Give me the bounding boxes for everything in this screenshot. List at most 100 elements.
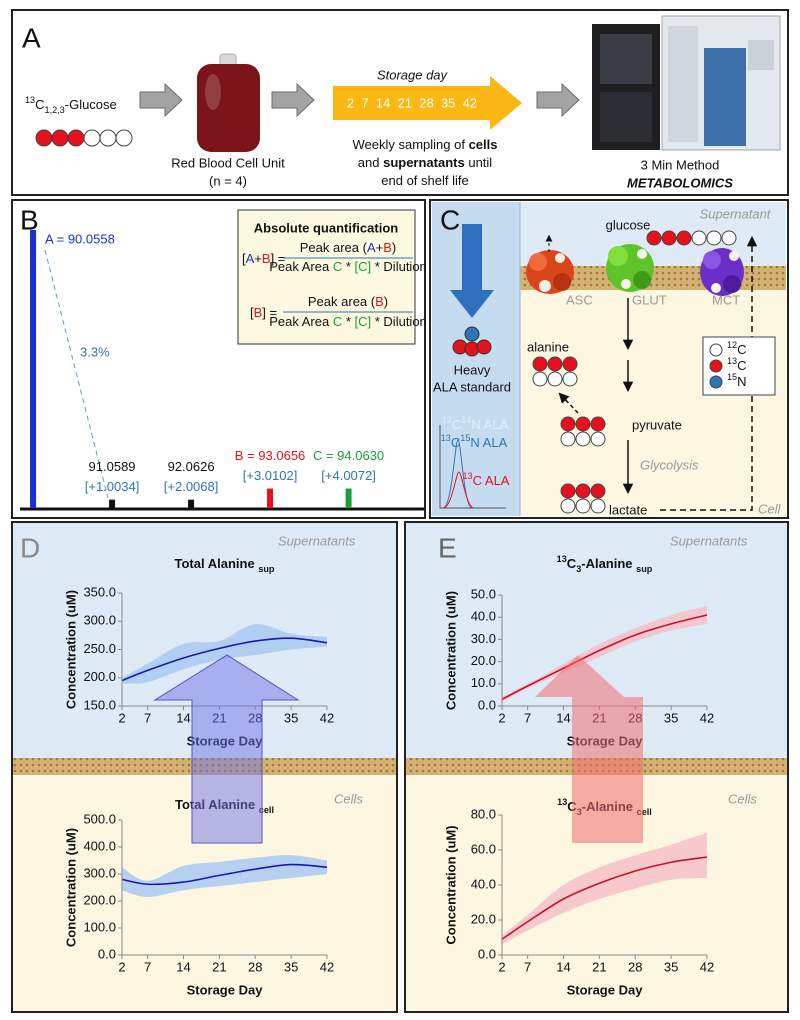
carbon-chain — [35, 129, 133, 147]
transport-arrow — [535, 655, 624, 697]
metabolite-label: alanine — [527, 339, 569, 354]
text-run: -Glucose — [65, 97, 117, 112]
glucose-chain — [646, 230, 737, 246]
text-run: N ALA — [471, 417, 508, 432]
x-tick-label: 42 — [700, 710, 714, 725]
peak — [109, 499, 116, 508]
mean-line — [121, 637, 328, 682]
method: 3 Min Method — [641, 157, 720, 172]
panel-c: C Heavy ALA standard 12C14N ALA 13C15N A… — [429, 199, 789, 519]
panels-de: D Supernatants Cells E Supernatants Cell… — [11, 521, 789, 1013]
text-run: ) — [384, 294, 388, 309]
x-tick-label: 21 — [592, 959, 606, 974]
y-tick-label: 300.0 — [83, 865, 116, 880]
legend-swatch — [709, 375, 723, 389]
text-run: 12 — [442, 415, 452, 425]
panel-label: E — [438, 532, 457, 563]
transport-arrows — [153, 654, 643, 844]
text-run: * Dilution — [371, 259, 427, 274]
y-axis-label: Concentration (uM) — [63, 590, 78, 709]
panel-frame — [429, 199, 789, 519]
x-tick-label: 14 — [176, 710, 190, 725]
asc-transporter — [526, 250, 574, 294]
text-run: 15 — [727, 372, 737, 382]
mass-shift-label: [+1.0034] — [85, 479, 140, 494]
text-run: cell — [637, 807, 652, 817]
text-run: [C] — [355, 259, 372, 274]
legend-label: 12C — [727, 340, 747, 357]
sample-count: (n = 4) — [209, 173, 247, 188]
text-run: C — [567, 556, 577, 571]
x-tick-label: 35 — [284, 959, 298, 974]
transport-arrow — [572, 697, 643, 843]
peak — [30, 230, 37, 508]
chromatogram-axes — [439, 425, 506, 509]
peak-label: B = 93.0656 — [235, 448, 305, 463]
text-run: C — [451, 435, 460, 450]
text-run: Peak Area — [269, 314, 333, 329]
text-run: B — [262, 251, 271, 266]
peak-label: 91.0589 — [89, 459, 136, 474]
text-run: Weekly sampling of — [352, 137, 468, 152]
sampling-text: Weekly sampling of cells — [352, 137, 497, 152]
chart-title: 13C3-Alanine sup — [557, 554, 653, 574]
panel-b: B Absolute quantification [A+B] = Peak a… — [11, 199, 427, 519]
arrow — [271, 82, 315, 118]
text-run: C ALA — [473, 473, 510, 488]
mean-line — [121, 863, 328, 886]
lactate-atoms — [560, 483, 606, 514]
text-run: and — [358, 155, 383, 170]
ratio-label: 3.3% — [80, 344, 110, 359]
x-tick-label: 28 — [248, 959, 262, 974]
alanine-atoms — [532, 356, 578, 387]
peak — [188, 499, 195, 508]
text-run: Peak area ( — [300, 240, 368, 255]
y-axis-label: Concentration (uM) — [443, 825, 458, 944]
x-tick-label: 42 — [320, 959, 334, 974]
blood-bag — [197, 53, 260, 152]
storage-arrow — [333, 76, 522, 130]
pyruvate-atoms — [560, 416, 606, 447]
text-run: A — [246, 251, 255, 266]
text-run: -Alanine — [581, 556, 636, 571]
text-run: Peak area ( — [308, 294, 376, 309]
text-run: ] = — [271, 251, 286, 266]
region-label: Supernatants — [670, 533, 748, 548]
text-run: 15 — [460, 433, 470, 443]
x-tick-label: 35 — [664, 959, 678, 974]
instruments — [592, 15, 781, 151]
text-run: * Dilution — [371, 314, 427, 329]
x-tick-label: 2 — [118, 959, 125, 974]
y-tick-label: 60.0 — [471, 841, 496, 856]
y-tick-label: 40.0 — [471, 876, 496, 891]
legend-label: 13C — [727, 356, 747, 373]
x-tick-label: 35 — [284, 710, 298, 725]
x-tick-label: 14 — [176, 959, 190, 974]
text-run: B — [383, 240, 392, 255]
text-run: C — [737, 342, 746, 357]
export-arrow — [660, 235, 758, 511]
text-run: C — [333, 259, 342, 274]
text-run: * — [342, 314, 354, 329]
x-tick-label: 7 — [524, 710, 531, 725]
glut-transporter — [606, 244, 654, 292]
panel-label: A — [22, 22, 41, 53]
text-run: B — [254, 305, 263, 320]
y-tick-label: 400.0 — [83, 838, 116, 853]
text-run: N — [737, 374, 746, 389]
transporter-label: ASC — [566, 292, 593, 307]
text-run: 13 — [557, 797, 567, 807]
mass-shift-label: [+2.0068] — [164, 479, 219, 494]
formula-lhs: [B] = — [250, 305, 277, 320]
panel-label: B — [20, 204, 39, 235]
transporter-label: MCT — [712, 292, 740, 307]
panel-frame — [404, 521, 789, 1013]
y-tick-label: 0.0 — [478, 697, 496, 712]
x-tick-label: 2 — [498, 710, 505, 725]
transport-arrow — [153, 654, 300, 844]
chromatogram-label: 13C ALA — [463, 471, 510, 488]
text-run: B — [375, 294, 384, 309]
text-run: 13 — [441, 433, 451, 443]
formula-numerator: Peak area (A+B) — [300, 240, 396, 255]
